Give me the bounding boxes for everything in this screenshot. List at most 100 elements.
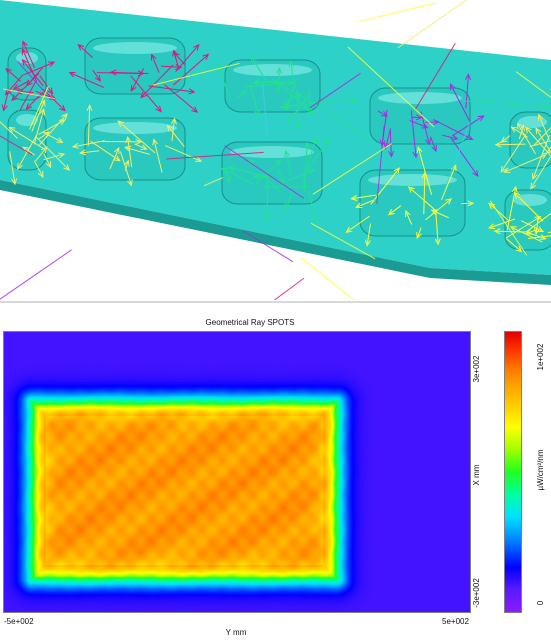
ray-arrowhead [393, 167, 400, 175]
ray-vector [285, 150, 292, 174]
x-axis-title: Y mm [225, 628, 247, 637]
ray-vector [80, 150, 100, 154]
ray-arrowhead [22, 40, 28, 48]
view-divider [0, 301, 551, 303]
ray-vector [351, 194, 377, 200]
ray-arrowhead [534, 216, 542, 222]
ray-vector [283, 169, 314, 183]
ray-arrowhead [250, 55, 257, 63]
stray-ray [0, 249, 72, 300]
ray-vector [303, 138, 317, 180]
stray-ray [397, 0, 468, 49]
ray-vector [384, 129, 391, 149]
ray-arrowhead [500, 165, 507, 173]
ray-vector [290, 61, 296, 88]
reflector-highlight [233, 64, 312, 76]
stray-ray [515, 71, 551, 98]
colorbar-title: µW/cm²/nm [536, 449, 545, 491]
ray-vector [173, 52, 185, 65]
ray-arrowhead [509, 226, 517, 232]
ray-arrowhead [173, 51, 180, 59]
ray-arrowhead [58, 152, 66, 159]
ray-arrowhead [152, 138, 159, 146]
ray-vector [495, 143, 526, 146]
reflector-highlight [368, 174, 457, 186]
ray-arrowhead [412, 151, 419, 159]
ray-arrowhead [61, 113, 68, 120]
ray-vector [529, 140, 551, 148]
ray-arrowhead [287, 80, 295, 87]
y-axis-min-label: -3e+002 [472, 578, 481, 608]
ray-arrowhead [430, 209, 438, 215]
stray-ray [203, 177, 223, 187]
ray-vector [430, 136, 437, 152]
ray-vector [346, 215, 370, 233]
ray-vector [34, 135, 70, 171]
ray-arrowhead [39, 99, 46, 107]
ray-arrowhead [94, 74, 101, 82]
ray-arrowhead [225, 175, 232, 184]
ray-vector [285, 189, 293, 210]
ray-arrowhead [252, 173, 260, 180]
ray-vector [96, 72, 144, 75]
ray-vector [277, 68, 280, 93]
stray-ray [376, 126, 385, 204]
ray-vector [541, 151, 551, 155]
ray-arrowhead [130, 84, 137, 92]
ray-vector [217, 63, 231, 101]
heatmap-canvas [4, 332, 470, 612]
ray-arrowhead [295, 123, 302, 131]
ray-arrowhead [86, 104, 93, 112]
y-axis-title: X mm [472, 464, 481, 486]
ray-vector [538, 114, 550, 141]
ray-vector [501, 135, 511, 143]
ray-arrowhead [21, 58, 29, 66]
ray-arrowhead [17, 162, 23, 170]
stray-ray [3, 88, 56, 100]
ray-vector [140, 64, 174, 98]
reflector-cell [7, 109, 47, 171]
ray-arrowhead [515, 245, 523, 253]
ray-vector [452, 115, 484, 137]
ray-vector [435, 212, 439, 245]
ray-vector [505, 216, 541, 239]
ray-arrowhead [21, 48, 28, 56]
ray-vector [13, 80, 30, 90]
beam-bottom-edge [0, 180, 551, 285]
ray-vector [44, 132, 63, 143]
ray-vector [408, 186, 438, 213]
reflector-highlight [93, 42, 177, 54]
ray-arrowhead [25, 79, 33, 87]
ray-arrowhead [537, 226, 545, 233]
ray-arrowhead [467, 200, 475, 207]
ray-arrowhead [79, 149, 87, 156]
ray-vector [533, 127, 551, 146]
ray-vector [221, 167, 254, 185]
stray-ray [0, 135, 33, 156]
ray-vector [87, 105, 91, 146]
ray-vector [26, 91, 44, 110]
ray-vector [125, 146, 150, 155]
ray-vector [171, 118, 176, 142]
ray-vector [303, 142, 308, 192]
reflector-cell [504, 189, 551, 251]
ray-vector [43, 153, 65, 161]
ray-vector [532, 134, 550, 180]
ray-arrowhead [285, 203, 291, 211]
ray-vector [11, 72, 40, 101]
ray-vector [500, 133, 527, 173]
ray-arrowhead [287, 116, 295, 124]
ray-vector [38, 113, 68, 146]
ray-vector [425, 121, 439, 123]
ray-arrowhead [388, 150, 395, 158]
ray-arrowhead [1, 104, 8, 112]
ray-arrowhead [477, 115, 485, 122]
ray-vector [42, 88, 66, 111]
ray-arrowhead [216, 62, 223, 70]
ray-arrowhead [252, 79, 260, 86]
ray-vector [31, 100, 46, 132]
ray-arrowhead [451, 134, 459, 141]
stray-ray [489, 200, 528, 256]
ray-vector [253, 81, 287, 84]
ray-vector [286, 78, 297, 110]
